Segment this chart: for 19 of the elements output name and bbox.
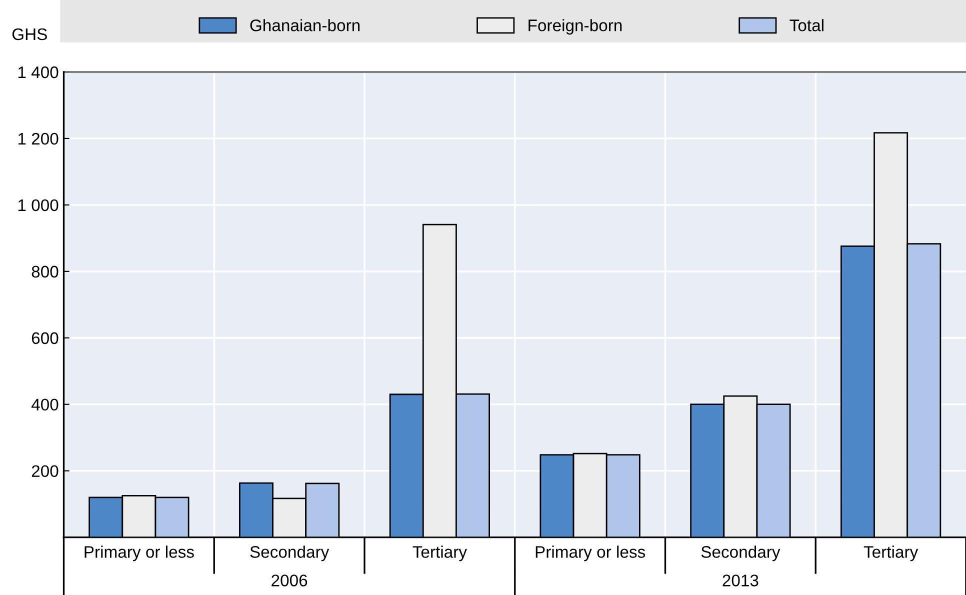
x-tick-label: Primary or less xyxy=(536,546,646,562)
y-tick-label: 800 xyxy=(32,266,58,278)
text: 2006 xyxy=(272,574,308,586)
y-tick-label: 600 xyxy=(32,332,58,344)
y-tick-label: 1 400 xyxy=(18,66,58,78)
x-tick-label: Tertiary xyxy=(412,546,467,562)
text: 2013 xyxy=(722,574,758,586)
x-tick-label: Secondary xyxy=(250,546,330,562)
legend-label: Ghanaian-born xyxy=(250,19,360,32)
y-tick-label: 1 200 xyxy=(18,132,58,145)
legend-label: Total xyxy=(790,19,824,32)
y-tick-label: 1 000 xyxy=(18,199,58,212)
legend-label: Foreign-born xyxy=(528,19,622,35)
y-tick-label: 200 xyxy=(32,465,58,478)
x-tick-label: Primary or less xyxy=(84,546,194,562)
y-axis-title: GHS xyxy=(12,28,47,40)
y-tick-label: 400 xyxy=(31,398,58,411)
x-tick-label: Secondary xyxy=(701,546,780,562)
x-tick-label: Tertiary xyxy=(864,546,918,562)
